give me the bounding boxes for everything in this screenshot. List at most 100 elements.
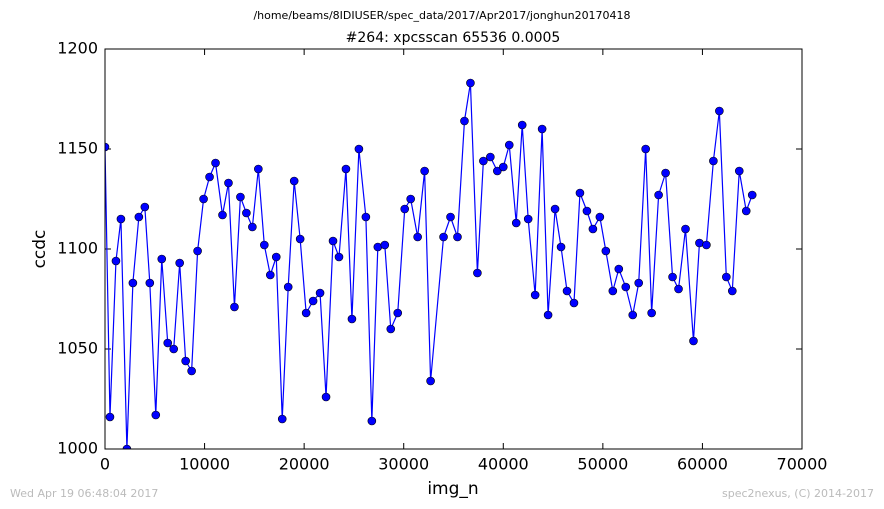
data-point [254,164,263,174]
data-point [283,282,293,292]
data-point [187,366,196,376]
data-point [543,310,553,320]
data-point [588,224,598,234]
data-point [386,324,396,334]
y-tick-label: 1150 [57,139,98,158]
data-point [517,120,527,130]
footer-right: spec2nexus, (C) 2014-2017 [722,487,874,500]
data-point [493,166,502,176]
data-point [601,246,611,256]
data-point [116,214,126,224]
data-point [446,212,455,222]
data-point [393,308,403,318]
data-point [236,192,245,202]
data-point [634,278,644,288]
data-point [380,240,390,250]
data-point [169,344,179,354]
data-point [321,392,331,402]
data-point [295,234,305,244]
data-point [199,194,208,204]
data-point [537,124,547,134]
data-point [334,252,344,262]
y-tick-label: 1000 [57,439,98,458]
data-point [523,214,533,224]
data-point [367,416,377,426]
data-point [289,176,299,186]
data-point [341,164,351,174]
data-point [111,256,121,266]
data-point [689,336,698,346]
data-point [354,144,364,154]
data-point [654,190,663,200]
data-point [674,284,683,294]
data-point [140,202,150,212]
x-tick-label: 60000 [677,455,728,474]
data-point [582,206,592,216]
data-point [122,444,132,449]
data-point [151,410,161,420]
chart-title: #264: xpcsscan 65536 0.0005 [346,30,561,46]
x-tick-label: 40000 [478,455,529,474]
data-point [175,258,184,268]
data-point [301,308,311,318]
data-point [511,218,521,228]
y-axis-label: ccdc [30,230,50,269]
data-point [328,236,338,246]
suptitle: /home/beams/8IDIUSER/spec_data/2017/Apr2… [253,9,630,22]
data-point [453,232,462,242]
data-point [621,282,631,292]
data-point [569,298,579,308]
y-tick-label: 1100 [57,239,98,258]
data-point [193,246,202,256]
data-point [315,288,325,298]
x-tick-label: 20000 [279,455,330,474]
data-point [230,302,239,312]
data-point [181,356,190,366]
data-point [709,156,718,166]
data-point [595,212,605,222]
x-axis-label: img_n [427,479,478,499]
data-point [134,212,144,222]
data-point [556,242,566,252]
data-point [218,210,227,220]
x-tick-label: 50000 [577,455,628,474]
x-tick-label: 30000 [378,455,429,474]
data-point [439,232,448,242]
data-point [466,78,475,88]
data-point [400,204,410,214]
data-point [205,172,214,182]
data-point [277,414,287,424]
data-point [498,162,508,172]
data-point [486,152,495,162]
data-point [413,232,422,242]
data-point [145,278,155,288]
data-point [504,140,514,150]
data-point [727,286,737,296]
footer-left: Wed Apr 19 06:48:04 2017 [10,487,158,500]
data-point [347,314,357,324]
data-point [722,272,731,282]
plot-frame [104,48,803,450]
data-point [224,178,233,188]
data-point [715,106,724,116]
data-point [479,156,488,166]
data-point [105,412,115,422]
data-point [550,204,560,214]
data-point [271,252,281,262]
data-point [265,270,275,280]
data-point [460,116,469,126]
data-point [668,272,677,282]
x-tick-label: 0 [100,455,110,474]
data-point [128,278,138,288]
data-point [211,158,220,168]
data-point [308,296,318,306]
data-point [242,208,251,218]
data-point [361,212,371,222]
data-point [260,240,269,250]
data-point [681,224,690,234]
data-point [647,308,656,318]
data-point [163,338,173,348]
data-point [530,290,540,300]
data-point [608,286,618,296]
